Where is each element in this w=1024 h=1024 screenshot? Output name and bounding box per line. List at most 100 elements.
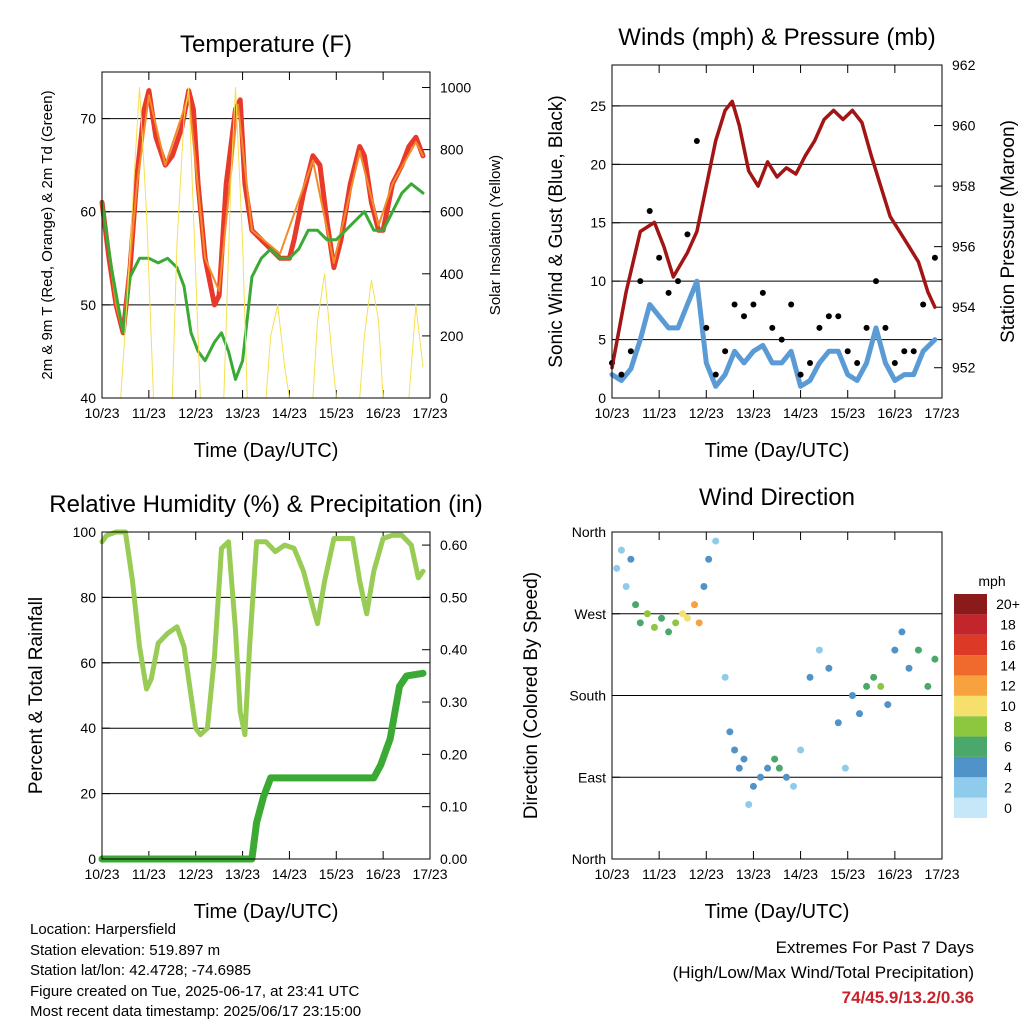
plot-frame	[611, 64, 943, 399]
chart-panel-1: Temperature (F) Time (Day/UTC) 2m & 9m T (…	[39, 31, 504, 462]
legend-swatch	[954, 777, 987, 798]
y-tick-label-right: 0.20	[440, 746, 467, 762]
gust-point	[931, 254, 938, 261]
y-tick-label-right: 0.30	[440, 694, 467, 710]
gust-point	[712, 371, 719, 378]
legend-label: 4	[1004, 759, 1012, 775]
chart-title: Winds (mph) & Pressure (mb)	[618, 24, 935, 51]
y-tick-label: 100	[73, 524, 97, 540]
legend-title: mph	[978, 573, 1005, 589]
y-tick-label-right: 600	[440, 204, 464, 220]
legend-swatch	[954, 655, 987, 676]
direction-point	[613, 564, 621, 572]
gust-point	[769, 324, 776, 331]
y-tick-label-right: 0.00	[440, 851, 467, 867]
legend-label: 0	[1004, 800, 1012, 816]
y-axis-label: Percent & Total Rainfall	[26, 597, 47, 794]
gust-point	[778, 336, 785, 343]
direction-point	[705, 555, 713, 563]
latlon-text: Station lat/lon: 42.4728; -74.6985	[30, 962, 252, 979]
y-tick-label: 0	[88, 851, 96, 867]
y-tick-label-right: 0.50	[440, 589, 467, 605]
direction-point	[672, 619, 680, 627]
gust-point	[844, 348, 851, 355]
direction-point	[825, 664, 833, 672]
direction-point	[806, 673, 814, 681]
legend-swatch	[954, 736, 987, 757]
y-tick-label: 0	[598, 390, 606, 406]
gust-point	[920, 301, 927, 308]
direction-point	[695, 619, 703, 627]
direction-point	[617, 546, 625, 554]
x-tick-label: 12/23	[689, 405, 724, 421]
x-tick-label: 12/23	[689, 866, 724, 882]
chart-title: Wind Direction	[699, 484, 855, 511]
x-tick-label: 15/23	[319, 405, 354, 421]
direction-point	[665, 628, 673, 636]
direction-point	[924, 682, 932, 690]
direction-point	[856, 710, 863, 718]
chart-title: Temperature (F)	[180, 31, 352, 58]
direction-point	[905, 664, 913, 672]
direction-point	[679, 610, 687, 618]
y-tick-label-right: 0.10	[440, 799, 467, 815]
direction-point	[632, 601, 640, 609]
direction-point	[740, 755, 748, 763]
y-tick-label-right: 0.60	[440, 537, 467, 553]
direction-point	[731, 746, 739, 754]
gust-point	[816, 324, 823, 331]
x-tick-label: 17/23	[412, 866, 447, 882]
y-tick-label-right: 0.40	[440, 642, 467, 658]
extremes-subtitle: (High/Low/Max Wind/Total Precipitation)	[672, 963, 974, 982]
gust-point	[637, 278, 644, 285]
gust-point	[788, 301, 795, 308]
direction-point	[658, 614, 665, 622]
chart-panel-2: Winds (mph) & Pressure (mb) Time (Day/UTC…	[546, 24, 1019, 462]
legend-swatch	[954, 634, 987, 656]
direction-point	[775, 764, 783, 772]
y-axis-label: 2m & 9m T (Red, Orange) & 2m Td (Green)	[39, 90, 56, 379]
gust-point	[807, 359, 813, 366]
extremes-box: Extremes For Past 7 Days (High/Low/Max W…	[673, 935, 974, 1010]
legend-label: 18	[1000, 617, 1016, 633]
x-tick-label: 16/23	[877, 866, 912, 882]
gust-point	[891, 359, 898, 366]
x-tick-label: 12/23	[178, 405, 213, 421]
series-precipitation	[98, 669, 427, 863]
location-text: Location: Harpersfield	[30, 921, 176, 938]
legend-label: 6	[1004, 739, 1012, 755]
created-text: Figure created on Tue, 2025-06-17, at 23…	[30, 982, 360, 1000]
y-axis-label: Sonic Wind & Gust (Blue, Black)	[546, 95, 567, 367]
x-tick-label: 16/23	[366, 866, 401, 882]
direction-point	[700, 583, 708, 590]
legend-swatch	[954, 797, 987, 818]
x-tick-label: 13/23	[225, 405, 260, 421]
y-tick-label-right: 200	[440, 328, 464, 344]
legend-label: 8	[1004, 718, 1012, 734]
gust-point	[675, 278, 681, 285]
direction-point	[627, 555, 635, 563]
y-tick-label-right: 960	[952, 118, 976, 134]
extremes-title: Extremes For Past 7 Days	[775, 938, 974, 957]
direction-point	[726, 728, 734, 736]
y-tick-label-right: 800	[440, 142, 464, 158]
direction-point	[848, 692, 856, 699]
recent-text: Most recent data timestamp: 2025/06/17 2…	[30, 1003, 362, 1020]
direction-point	[863, 682, 871, 690]
y-tick-label: 40	[80, 390, 96, 406]
x-tick-label: 11/23	[642, 405, 676, 421]
y-tick-label-right: 0	[440, 390, 448, 406]
gust-point	[854, 359, 861, 366]
extremes-values: 74/45.9/13.2/0.36	[841, 988, 974, 1007]
y-tick-label-right: 956	[952, 239, 976, 255]
direction-point	[749, 782, 757, 790]
y-tick-label-right: 954	[952, 299, 976, 315]
gust-point	[703, 324, 710, 331]
speed-legend: mph 0 2 4 6 8 10 12 14 16 18 20+	[954, 573, 1020, 818]
direction-point	[643, 610, 651, 618]
x-tick-label: 14/23	[783, 405, 818, 421]
legend-label: 12	[1000, 678, 1016, 694]
legend-label: 14	[1000, 657, 1016, 673]
gust-point	[722, 348, 729, 355]
